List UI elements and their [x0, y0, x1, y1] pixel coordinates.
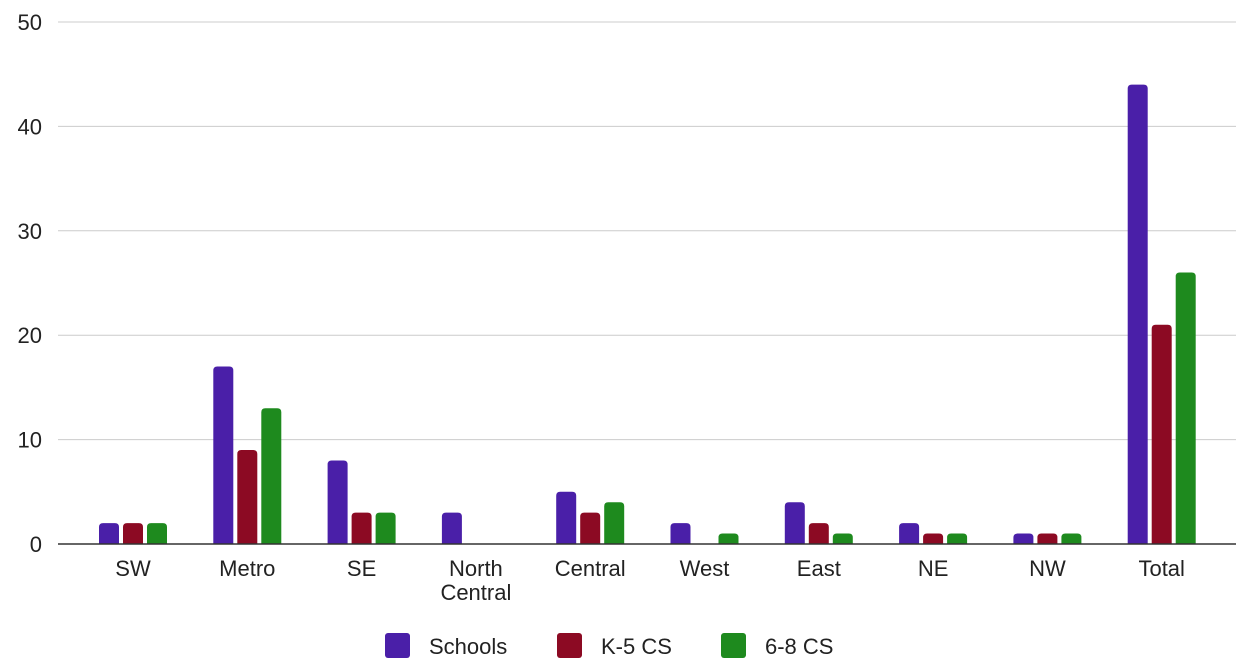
y-tick-label: 10	[18, 428, 42, 453]
x-category-label: Central	[555, 556, 626, 581]
gridlines	[58, 21, 1236, 441]
x-category-label: NE	[918, 556, 949, 581]
bar	[1151, 324, 1172, 544]
bar	[1013, 533, 1034, 544]
bar	[99, 523, 119, 544]
bar	[718, 533, 739, 544]
bar	[784, 502, 805, 544]
bars	[99, 84, 1196, 544]
y-tick-label: 30	[18, 219, 42, 244]
x-category-label: SW	[115, 556, 151, 581]
bar	[327, 460, 348, 544]
bar	[123, 523, 143, 544]
x-category-label: West	[680, 556, 730, 581]
bar	[899, 523, 920, 544]
y-tick-label: 0	[30, 532, 42, 557]
bar	[670, 523, 691, 544]
bar	[604, 502, 625, 544]
y-axis-tick-labels: 0 10 20 30 40 50	[18, 10, 42, 557]
bar	[808, 523, 829, 544]
legend: Schools K-5 CS 6-8 CS	[385, 633, 833, 659]
x-category-label: Total	[1138, 556, 1184, 581]
bar	[1061, 533, 1082, 544]
bar	[237, 450, 258, 544]
x-category-label: NW	[1029, 556, 1066, 581]
bar	[441, 512, 462, 544]
bar	[580, 512, 601, 544]
legend-label: K-5 CS	[601, 634, 672, 659]
bar	[261, 408, 282, 544]
x-category-label: Metro	[219, 556, 275, 581]
legend-swatch	[557, 633, 582, 658]
bar	[832, 533, 853, 544]
bar	[923, 533, 944, 544]
bar	[375, 512, 396, 544]
legend-swatch	[385, 633, 410, 658]
bar	[556, 491, 577, 544]
legend-label: 6-8 CS	[765, 634, 833, 659]
x-category-label: East	[797, 556, 841, 581]
bar	[1175, 272, 1196, 544]
x-category-label: SE	[347, 556, 376, 581]
bar	[147, 523, 167, 544]
y-tick-label: 20	[18, 323, 42, 348]
bar	[351, 512, 372, 544]
bar	[1037, 533, 1058, 544]
y-tick-label: 50	[18, 10, 42, 35]
legend-swatch	[721, 633, 746, 658]
bar	[213, 366, 234, 544]
legend-label: Schools	[429, 634, 507, 659]
bar	[1127, 84, 1148, 544]
x-category-label: North	[449, 556, 503, 581]
x-category-label: Central	[440, 580, 511, 605]
bar	[947, 533, 968, 544]
y-tick-label: 40	[18, 114, 42, 139]
